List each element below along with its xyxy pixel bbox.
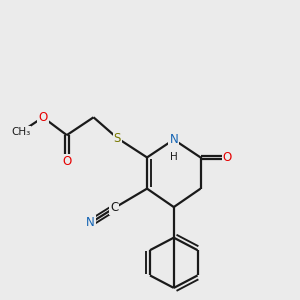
Text: N: N bbox=[86, 216, 95, 229]
Text: S: S bbox=[114, 132, 121, 145]
Text: O: O bbox=[223, 151, 232, 164]
Text: CH₃: CH₃ bbox=[11, 127, 30, 137]
Text: O: O bbox=[38, 111, 48, 124]
Text: H: H bbox=[170, 152, 178, 162]
Text: O: O bbox=[62, 155, 71, 168]
Text: C: C bbox=[110, 202, 118, 214]
Text: N: N bbox=[169, 133, 178, 146]
